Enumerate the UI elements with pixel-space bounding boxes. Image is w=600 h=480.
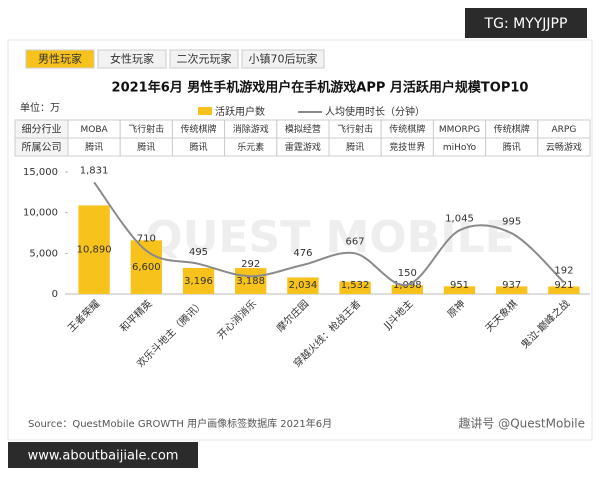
bar — [548, 286, 580, 294]
table-cell-text: 腾讯 — [503, 141, 521, 153]
table-cell-text: 腾讯 — [137, 141, 155, 153]
bar — [182, 268, 215, 294]
table-cell-text: 乐元素 — [237, 141, 264, 153]
legend-swatch — [198, 107, 212, 115]
bar-label: 2,034 — [289, 280, 318, 291]
watermark: TG: MYYJJPP — [484, 16, 568, 32]
table-cell-text: MOBA — [81, 125, 109, 135]
legend-label: 活跃用户数 — [215, 105, 265, 118]
table-cell-text: 传统棋牌 — [180, 123, 216, 135]
tab-label: 二次元玩家 — [177, 52, 232, 66]
bar — [130, 240, 162, 294]
bar-label: 10,890 — [77, 245, 112, 256]
y-tick-label: 5,000 — [29, 248, 58, 259]
bar-label: 921 — [554, 280, 573, 291]
tab — [169, 49, 239, 69]
watermark: www.aboutbaijiale.com — [28, 449, 179, 464]
y-tick-label: 0 — [52, 289, 58, 300]
table-cell-text: 腾讯 — [85, 141, 103, 153]
table-cell-text: 竞技世界 — [389, 141, 425, 153]
bar — [235, 268, 267, 294]
watermark-box — [8, 442, 198, 468]
line-label: 710 — [137, 234, 156, 245]
tab-label: 小镇70后玩家 — [249, 52, 318, 66]
source: Source：QuestMobile GROWTH 用户画像标签数据库 2021… — [28, 417, 332, 430]
tab-label: 女性玩家 — [110, 52, 154, 66]
line-label: 1,045 — [445, 213, 474, 224]
bar — [496, 286, 528, 294]
table-cell — [537, 137, 591, 157]
line-label: 1,831 — [80, 165, 109, 176]
line-label: 150 — [398, 268, 417, 279]
table-cell-text: MMORPG — [439, 125, 480, 135]
table-cell-text: 飞行射击 — [128, 123, 164, 135]
table-cell-text: miHoYo — [443, 143, 477, 153]
chart-title: 2021年6月 男性手机游戏用户在手机游戏APP 月活跃用户规模TOP10 — [112, 80, 529, 96]
line-label: 667 — [346, 236, 365, 247]
tab — [241, 49, 325, 69]
line-label: 192 — [554, 265, 573, 276]
y-tick-label: 15,000 — [23, 167, 58, 178]
table-cell-text: 腾讯 — [189, 141, 207, 153]
bar — [287, 277, 319, 294]
tab-label: 男性玩家 — [38, 52, 82, 66]
table-cell-text: 雷霆游戏 — [285, 141, 321, 153]
line-label: 476 — [293, 248, 312, 259]
bar — [391, 285, 423, 294]
watermark-box — [465, 8, 587, 38]
table-header: 细分行业 — [22, 123, 62, 136]
background-mark: QUEST MOBILE — [145, 212, 514, 263]
table-header: 所属公司 — [22, 142, 62, 154]
bar-label: 3,196 — [184, 276, 213, 287]
table-cell-text: 腾讯 — [346, 141, 364, 153]
table-cell-text: 模拟经营 — [285, 123, 321, 135]
tab — [25, 49, 95, 69]
bar-label: 951 — [450, 280, 469, 291]
bar — [339, 281, 371, 294]
table-cell-text: 云畅游戏 — [546, 141, 582, 153]
unit: 单位：万 — [20, 101, 60, 114]
legend-label: 人均使用时长（分钟） — [325, 105, 425, 118]
bar-label: 3,188 — [236, 276, 265, 287]
table-cell-text: 消除游戏 — [233, 123, 269, 135]
table-cell-text: 传统棋牌 — [389, 123, 425, 135]
y-tick-label: 10,000 — [23, 208, 58, 219]
line-label: 495 — [189, 247, 208, 258]
bar — [78, 205, 110, 294]
table-cell-text: 传统棋牌 — [494, 123, 530, 135]
bar-label: 937 — [502, 280, 521, 291]
table-cell-text: 飞行射击 — [337, 123, 373, 135]
tab — [97, 49, 167, 69]
line — [93, 181, 565, 286]
line-label: 292 — [241, 259, 260, 270]
bar-label: 1,532 — [341, 280, 370, 291]
bar-label: 6,600 — [132, 262, 161, 273]
table-cell-text: ARPG — [551, 125, 576, 135]
line-label: 995 — [502, 216, 521, 227]
bar — [443, 286, 476, 294]
footer: 趣讲号 @QuestMobile — [458, 416, 585, 431]
